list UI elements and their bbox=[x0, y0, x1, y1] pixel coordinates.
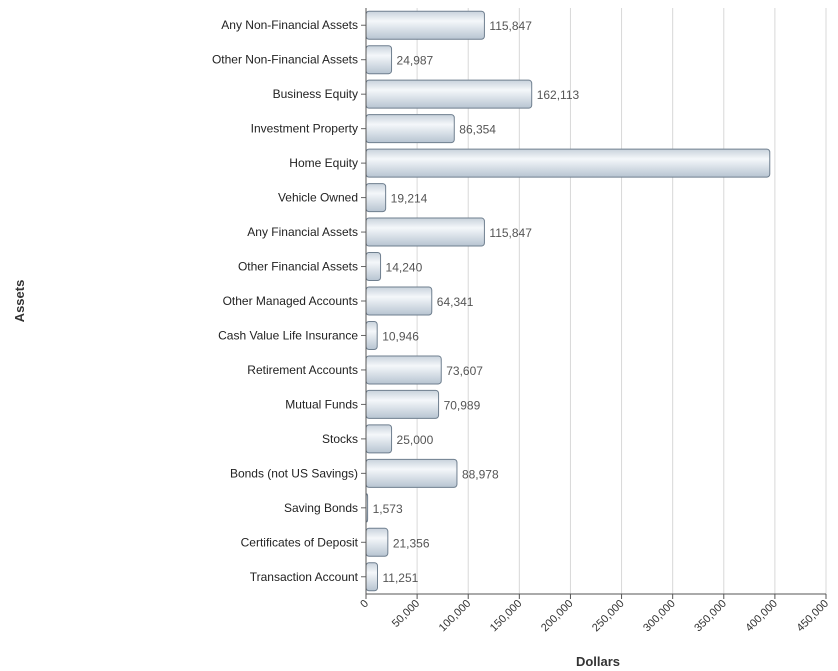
value-label: 88,978 bbox=[462, 467, 499, 481]
category-label: Business Equity bbox=[273, 87, 358, 101]
category-label: Vehicle Owned bbox=[278, 191, 358, 205]
bar bbox=[365, 320, 378, 350]
category-label: Any Financial Assets bbox=[247, 225, 358, 239]
bar bbox=[365, 424, 393, 454]
bar bbox=[365, 183, 387, 213]
y-axis-title: Assets bbox=[12, 280, 27, 323]
category-label: Bonds (not US Savings) bbox=[230, 466, 358, 480]
bar bbox=[365, 10, 485, 40]
x-tick-label: 200,000 bbox=[539, 598, 576, 635]
category-label: Certificates of Deposit bbox=[241, 535, 359, 549]
x-tick-label: 100,000 bbox=[437, 598, 474, 635]
value-label: 25,000 bbox=[397, 433, 434, 447]
category-label: Mutual Funds bbox=[285, 397, 358, 411]
value-label: 115,847 bbox=[489, 19, 532, 33]
bars: 115,847 24,987 162,113 86,354 19,214 115,847 1… bbox=[365, 10, 771, 592]
value-label: 73,607 bbox=[446, 364, 483, 378]
bar bbox=[365, 114, 455, 144]
x-tick-label: 0 bbox=[358, 598, 371, 611]
category-label: Other Non-Financial Assets bbox=[212, 53, 358, 67]
category-label: Cash Value Life Insurance bbox=[218, 328, 358, 342]
bar bbox=[365, 148, 771, 178]
value-label: 64,341 bbox=[437, 295, 474, 309]
x-tick-label: 250,000 bbox=[590, 598, 627, 635]
value-label: 19,214 bbox=[391, 192, 428, 206]
x-tick-label: 300,000 bbox=[641, 598, 678, 635]
value-label: 11,251 bbox=[383, 571, 419, 585]
x-tick-label: 400,000 bbox=[743, 598, 780, 635]
category-label: Other Managed Accounts bbox=[223, 294, 358, 308]
bar bbox=[365, 562, 379, 592]
category-label: Other Financial Assets bbox=[238, 260, 358, 274]
value-label: 24,987 bbox=[397, 54, 434, 68]
x-tick-label: 450,000 bbox=[795, 598, 832, 635]
x-tick-label: 50,000 bbox=[390, 598, 422, 630]
category-label: Investment Property bbox=[251, 122, 358, 136]
category-label: Transaction Account bbox=[250, 570, 359, 584]
bar bbox=[365, 527, 389, 557]
category-label: Retirement Accounts bbox=[247, 363, 358, 377]
bar bbox=[365, 458, 458, 488]
value-label: 115,847 bbox=[489, 226, 532, 240]
x-tick-label: 350,000 bbox=[692, 598, 729, 635]
value-label: 14,240 bbox=[386, 261, 423, 275]
x-tick-label: 150,000 bbox=[488, 598, 525, 635]
category-label: Stocks bbox=[322, 432, 358, 446]
x-axis-title: Dollars bbox=[576, 654, 620, 669]
value-label: 1,573 bbox=[373, 502, 403, 516]
value-label: 86,354 bbox=[459, 123, 496, 137]
value-label: 21,356 bbox=[393, 536, 430, 550]
bar bbox=[365, 45, 393, 75]
bar bbox=[365, 355, 442, 385]
bar bbox=[365, 79, 533, 109]
category-label: Home Equity bbox=[289, 156, 358, 170]
value-label: 10,946 bbox=[382, 329, 419, 343]
bar bbox=[365, 252, 382, 282]
category-label: Any Non-Financial Assets bbox=[221, 18, 358, 32]
value-label: 162,113 bbox=[537, 88, 580, 102]
bar bbox=[365, 217, 485, 247]
bar bbox=[365, 389, 440, 419]
bar bbox=[365, 286, 433, 316]
value-label: 70,989 bbox=[444, 398, 481, 412]
category-label: Saving Bonds bbox=[284, 501, 358, 515]
